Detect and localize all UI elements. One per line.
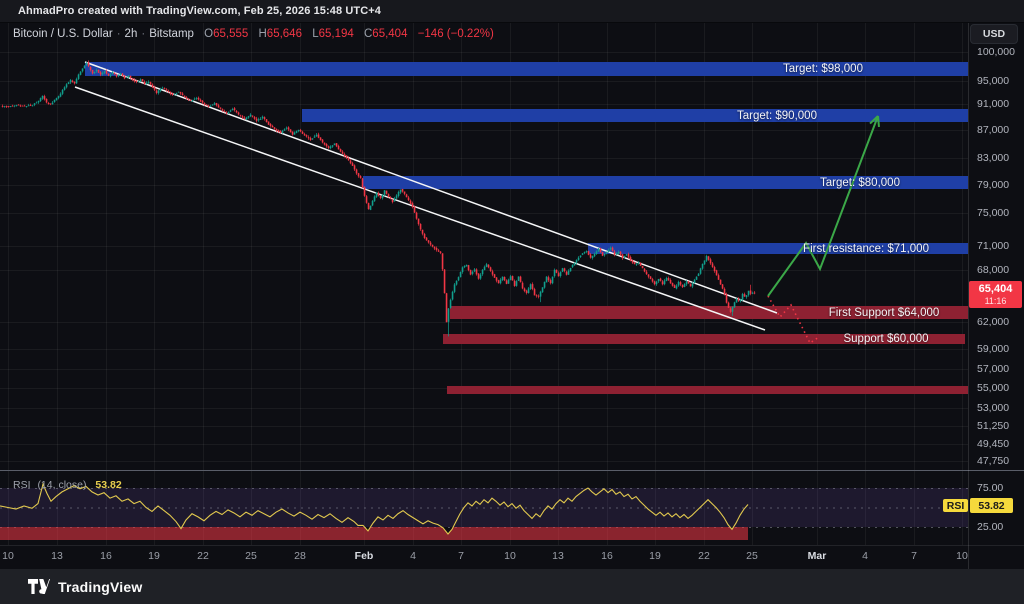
level-band-label-5[interactable]: Support $60,000	[843, 333, 929, 345]
resistance-band-2[interactable]	[363, 176, 968, 189]
close-label: C	[363, 28, 373, 40]
price-level-bands	[85, 62, 968, 394]
exchange-label: Bitstamp	[149, 28, 194, 40]
resistance-band-0[interactable]	[85, 62, 968, 76]
high-label: H	[258, 28, 267, 40]
symbol-title[interactable]: Bitcoin / U.S. Dollar	[13, 28, 113, 40]
rsi-indicator-legend[interactable]: RSI (14, close) 53.82	[13, 479, 122, 491]
close-value: 65,404	[372, 28, 408, 40]
time-axis-tick-5[interactable]: 25	[245, 550, 257, 562]
bar-countdown: 11:16	[984, 296, 1007, 306]
channel-upper-line[interactable]	[84, 61, 778, 314]
time-axis-tick-13[interactable]: 19	[649, 550, 661, 562]
price-axis-tick-0[interactable]: 100,000	[977, 46, 1015, 58]
tradingview-logo-icon[interactable]	[28, 579, 50, 594]
price-axis-tick-2[interactable]: 91,000	[977, 98, 1010, 110]
time-axis-tick-18[interactable]: 7	[911, 550, 917, 562]
channel-lower-line[interactable]	[74, 86, 766, 331]
time-axis-tick-10[interactable]: 10	[504, 550, 516, 562]
rsi-line	[0, 482, 749, 535]
time-axis-tick-2[interactable]: 16	[100, 550, 112, 562]
brand-text[interactable]: TradingView	[58, 578, 143, 595]
time-axis-tick-19[interactable]: 10	[956, 550, 968, 562]
rsi-axis-25[interactable]: 25.00	[977, 521, 1004, 533]
top-watermark-bar: AhmadPro created with TradingView.com, F…	[0, 0, 1024, 23]
rsi-title[interactable]: RSI	[13, 479, 31, 491]
support-band-5[interactable]	[443, 334, 965, 344]
legend-separator: ·	[116, 28, 121, 40]
arrowhead	[877, 115, 880, 128]
bearish-projection-dotted-path[interactable]	[767, 295, 820, 345]
change-value: −146 (−0.22%)	[417, 28, 494, 40]
time-axis-tick-7[interactable]: Feb	[354, 550, 374, 562]
last-price-value: 65,404	[978, 283, 1013, 295]
level-band-label-1[interactable]: Target: $90,000	[737, 109, 817, 122]
resistance-band-1[interactable]	[302, 109, 968, 122]
rsi-oversold-fill	[0, 527, 748, 540]
price-axis-tick-15[interactable]: 49,450	[977, 438, 1010, 450]
legend-separator: ·	[141, 28, 146, 40]
price-axis-tick-6[interactable]: 75,000	[977, 207, 1010, 219]
price-axis-tick-12[interactable]: 55,000	[977, 382, 1010, 394]
time-axis-tick-15[interactable]: 25	[746, 550, 758, 562]
price-axis-tick-10[interactable]: 59,000	[977, 343, 1010, 355]
support-band-4[interactable]	[450, 306, 968, 319]
bottom-brand-bar: TradingView	[0, 569, 1024, 604]
symbol-legend[interactable]: Bitcoin / U.S. Dollar · 2h · Bitstamp O65,55…	[13, 28, 494, 40]
price-axis-tick-14[interactable]: 51,250	[977, 420, 1010, 432]
level-band-label-4[interactable]: First Support $64,000	[828, 306, 940, 319]
last-price-badge: 65,404 11:16	[969, 281, 1022, 308]
time-axis-tick-3[interactable]: 19	[148, 550, 160, 562]
level-band-label-0[interactable]: Target: $98,000	[783, 63, 863, 75]
low-label: L	[312, 28, 319, 40]
time-axis-tick-0[interactable]: 10	[2, 550, 14, 562]
price-axis-tick-1[interactable]: 95,000	[977, 75, 1010, 87]
rsi-params: (14, close)	[37, 479, 87, 491]
rsi-axis-tag: RSI	[943, 499, 968, 512]
time-axis-tick-6[interactable]: 28	[294, 550, 306, 562]
time-axis-tick-1[interactable]: 13	[51, 550, 63, 562]
price-axis-tick-11[interactable]: 57,000	[977, 363, 1010, 375]
time-axis-tick-8[interactable]: 4	[410, 550, 416, 562]
time-axis-tick-4[interactable]: 22	[197, 550, 209, 562]
price-axis-tick-9[interactable]: 62,000	[977, 316, 1010, 328]
bullish-projection-arrow[interactable]	[767, 115, 879, 297]
watermark-text: AhmadPro created with TradingView.com, F…	[18, 5, 382, 17]
low-value: 65,194	[318, 28, 354, 40]
rsi-value-badge: 53.82	[970, 498, 1013, 513]
rsi-current-value: 53.82	[95, 479, 122, 491]
price-axis-tick-16[interactable]: 47,750	[977, 455, 1010, 467]
price-axis-tick-7[interactable]: 71,000	[977, 240, 1010, 252]
candlestick-series	[1, 60, 756, 337]
time-axis-tick-14[interactable]: 22	[698, 550, 710, 562]
rsi-axis-75[interactable]: 75.00	[977, 482, 1004, 494]
time-axis-tick-17[interactable]: 4	[862, 550, 868, 562]
time-axis-tick-16[interactable]: Mar	[807, 550, 827, 562]
high-value: 65,646	[266, 28, 302, 40]
grid-lines	[0, 22, 968, 545]
price-axis-tick-5[interactable]: 79,000	[977, 179, 1010, 191]
price-axis-tick-13[interactable]: 53,000	[977, 402, 1010, 414]
price-axis-tick-3[interactable]: 87,000	[977, 124, 1010, 136]
support-band-6[interactable]	[447, 386, 968, 394]
time-axis-tick-11[interactable]: 13	[552, 550, 564, 562]
level-band-label-3[interactable]: First resistance: $71,000	[803, 242, 929, 255]
resistance-band-3[interactable]	[588, 243, 968, 254]
open-label: O	[204, 28, 214, 40]
price-axis-tick-4[interactable]: 83,000	[977, 152, 1010, 164]
price-axis-tick-8[interactable]: 68,000	[977, 264, 1010, 276]
currency-toggle-button[interactable]: USD	[970, 24, 1018, 44]
level-band-label-2[interactable]: Target: $80,000	[820, 176, 900, 189]
time-axis-tick-9[interactable]: 7	[458, 550, 464, 562]
time-axis-tick-12[interactable]: 16	[601, 550, 613, 562]
interval-label[interactable]: 2h	[124, 28, 138, 40]
arrowhead	[869, 115, 879, 125]
open-value: 65,555	[213, 28, 249, 40]
